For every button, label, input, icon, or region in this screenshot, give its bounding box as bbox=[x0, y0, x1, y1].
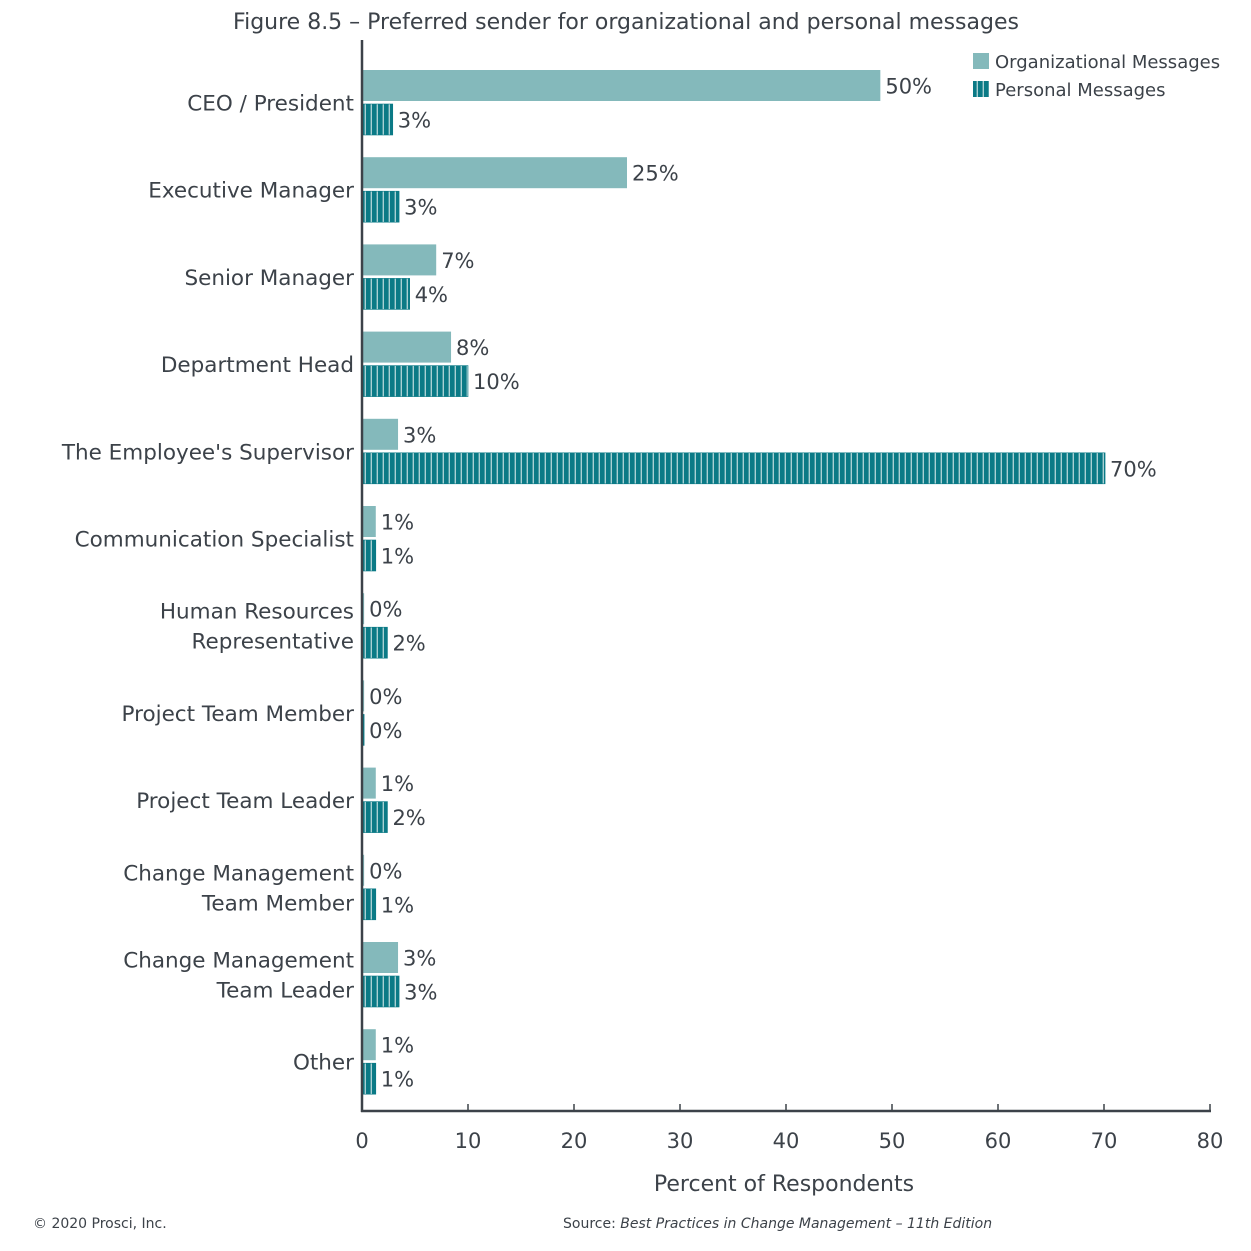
bars-group bbox=[361, 70, 1106, 1095]
category-label-line: Department Head bbox=[161, 353, 354, 378]
bar-organizational-other[interactable] bbox=[362, 1029, 376, 1061]
data-label-personal-ceo-president: 3% bbox=[398, 109, 431, 133]
data-label-organizational-ceo-president: 50% bbox=[885, 75, 932, 99]
category-label-ceo-president: CEO / President bbox=[187, 92, 354, 117]
category-label-line: Change Management bbox=[123, 861, 354, 886]
x-tick-label: 20 bbox=[561, 1129, 588, 1153]
data-label-personal-senior-manager: 4% bbox=[415, 283, 448, 307]
bar-personal-department-head[interactable] bbox=[361, 365, 469, 397]
x-tick-label: 50 bbox=[879, 1129, 906, 1153]
data-label-personal-the-employee-s-supervisor: 70% bbox=[1110, 457, 1157, 481]
x-axis-ticks: 0 10 20 30 40 50 60 70 80 bbox=[355, 1104, 1223, 1153]
data-label-personal-project-team-member: 0% bbox=[369, 719, 402, 743]
category-label-change-management-team-member: Change Management Team Member bbox=[123, 861, 354, 916]
category-label-line: Representative bbox=[192, 630, 354, 655]
data-label-personal-communication-specialist: 1% bbox=[381, 545, 414, 569]
category-label-line: Change Management bbox=[123, 949, 354, 974]
data-label-organizational-senior-manager: 7% bbox=[441, 249, 474, 273]
data-label-organizational-other: 1% bbox=[381, 1034, 414, 1058]
category-labels: CEO / President Executive Manager Senior M… bbox=[61, 92, 354, 1076]
bar-personal-change-management-team-member[interactable] bbox=[361, 888, 377, 921]
category-label-line: CEO / President bbox=[187, 92, 354, 117]
data-label-personal-executive-manager: 3% bbox=[404, 196, 437, 220]
chart-title: Figure 8.5 – Preferred sender for organi… bbox=[233, 10, 1019, 35]
category-label-project-team-member: Project Team Member bbox=[122, 702, 355, 727]
data-label-organizational-executive-manager: 25% bbox=[632, 162, 679, 186]
category-label-line: The Employee's Supervisor bbox=[61, 440, 354, 465]
data-label-organizational-project-team-leader: 1% bbox=[381, 772, 414, 796]
bar-personal-project-team-leader[interactable] bbox=[361, 801, 388, 833]
bar-personal-ceo-president[interactable] bbox=[361, 103, 394, 136]
bar-personal-change-management-team-leader[interactable] bbox=[361, 975, 400, 1008]
data-labels: 50% 3% 25% 3% 7% 4% 8% 10% 3% 70% 1% 1% 0% 2% 0% 0% 1% 2%… bbox=[369, 75, 1157, 1092]
category-label-department-head: Department Head bbox=[161, 353, 354, 378]
category-label-line: Project Team Member bbox=[122, 702, 355, 727]
legend-label-organizational: Organizational Messages bbox=[995, 52, 1220, 73]
data-label-personal-change-management-team-member: 1% bbox=[381, 893, 414, 917]
legend-label-personal: Personal Messages bbox=[995, 80, 1166, 101]
data-label-personal-department-head: 10% bbox=[473, 370, 520, 394]
category-label-executive-manager: Executive Manager bbox=[148, 179, 354, 204]
category-label-line: Communication Specialist bbox=[75, 528, 354, 553]
data-label-personal-project-team-leader: 2% bbox=[392, 806, 425, 830]
x-tick-label: 30 bbox=[667, 1129, 694, 1153]
bar-personal-executive-manager[interactable] bbox=[361, 190, 400, 223]
data-label-organizational-change-management-team-member: 0% bbox=[369, 859, 402, 883]
category-label-line: Other bbox=[293, 1051, 354, 1076]
category-label-human-resources-representative: Human Resources Representative bbox=[160, 600, 354, 655]
source-prefix: Source: bbox=[563, 1216, 620, 1232]
category-label-line: Executive Manager bbox=[148, 179, 354, 204]
bar-personal-senior-manager[interactable] bbox=[361, 278, 411, 310]
data-label-organizational-project-team-member: 0% bbox=[369, 685, 402, 709]
bar-personal-the-employee-s-supervisor[interactable] bbox=[361, 452, 1106, 485]
copyright-text: © 2020 Prosci, Inc. bbox=[33, 1216, 167, 1232]
data-label-personal-other: 1% bbox=[381, 1068, 414, 1092]
bar-organizational-executive-manager[interactable] bbox=[362, 157, 627, 189]
bar-organizational-change-management-team-leader[interactable] bbox=[362, 942, 399, 973]
category-label-the-employee-s-supervisor: The Employee's Supervisor bbox=[61, 440, 354, 465]
legend-swatch-organizational bbox=[973, 53, 989, 69]
legend-item-organizational[interactable]: Organizational Messages bbox=[973, 52, 1220, 73]
bar-organizational-project-team-leader[interactable] bbox=[362, 767, 376, 799]
bar-personal-other[interactable] bbox=[361, 1062, 377, 1095]
x-tick-label: 80 bbox=[1197, 1129, 1224, 1153]
legend: Organizational Messages Personal Message… bbox=[973, 52, 1220, 101]
legend-swatch-personal bbox=[973, 81, 989, 97]
bar-organizational-department-head[interactable] bbox=[362, 331, 452, 363]
category-label-line: Team Leader bbox=[216, 979, 355, 1004]
bar-personal-human-resources-representative[interactable] bbox=[361, 626, 388, 659]
category-label-line: Project Team Leader bbox=[136, 789, 354, 814]
source-text: Source: Best Practices in Change Managem… bbox=[563, 1216, 992, 1232]
data-label-personal-human-resources-representative: 2% bbox=[392, 632, 425, 656]
data-label-organizational-department-head: 8% bbox=[456, 336, 489, 360]
x-tick-label: 70 bbox=[1091, 1129, 1118, 1153]
data-label-organizational-communication-specialist: 1% bbox=[381, 511, 414, 535]
category-label-communication-specialist: Communication Specialist bbox=[75, 528, 354, 553]
bar-personal-communication-specialist[interactable] bbox=[361, 539, 377, 572]
category-label-line: Team Member bbox=[201, 891, 354, 916]
category-label-project-team-leader: Project Team Leader bbox=[136, 789, 354, 814]
bar-organizational-senior-manager[interactable] bbox=[362, 244, 437, 276]
category-label-line: Human Resources bbox=[160, 600, 354, 625]
x-tick-label: 60 bbox=[985, 1129, 1012, 1153]
x-axis-label: Percent of Respondents bbox=[654, 1172, 914, 1197]
source-title: Best Practices in Change Management – 11… bbox=[620, 1216, 992, 1232]
bar-organizational-communication-specialist[interactable] bbox=[362, 506, 376, 537]
category-label-line: Senior Manager bbox=[184, 266, 354, 291]
x-tick-label: 10 bbox=[455, 1129, 482, 1153]
data-label-organizational-change-management-team-leader: 3% bbox=[403, 947, 436, 971]
data-label-organizational-human-resources-representative: 0% bbox=[369, 598, 402, 622]
x-tick-label: 40 bbox=[773, 1129, 800, 1153]
data-label-organizational-the-employee-s-supervisor: 3% bbox=[403, 423, 436, 447]
data-label-personal-change-management-team-leader: 3% bbox=[404, 981, 437, 1005]
bar-organizational-ceo-president[interactable] bbox=[362, 70, 881, 101]
category-label-other: Other bbox=[293, 1051, 354, 1076]
x-tick-label: 0 bbox=[355, 1129, 368, 1153]
category-label-change-management-team-leader: Change Management Team Leader bbox=[123, 949, 354, 1004]
bar-organizational-the-employee-s-supervisor[interactable] bbox=[362, 418, 399, 450]
category-label-senior-manager: Senior Manager bbox=[184, 266, 354, 291]
legend-item-personal[interactable]: Personal Messages bbox=[973, 80, 1166, 101]
